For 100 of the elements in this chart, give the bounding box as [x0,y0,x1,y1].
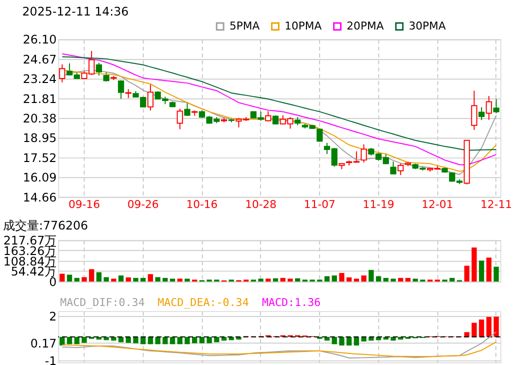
legend-label: 10PMA [284,19,322,32]
bar [398,278,404,282]
bar [390,278,396,282]
bar [266,278,271,282]
bar [126,336,131,343]
y-tick-label: 26.10 [22,32,57,47]
bar [96,272,102,282]
bar [412,278,418,282]
bar [258,278,264,282]
bar [478,260,484,282]
bar [111,278,116,282]
bar [170,278,176,282]
bar [74,278,80,282]
text: MACD_DEA:-0.34 [158,296,249,310]
x-tick-label: 09-16 [68,198,100,212]
candlestick [478,106,485,121]
bar [361,336,366,342]
x-tick-label: 10-16 [186,198,218,212]
x-tick-label: 12-11 [480,198,512,212]
legend-label: 5PMA [229,19,260,32]
bar [126,277,131,282]
bar [361,275,366,282]
candlestick [147,83,154,111]
x-tick-label: 09-26 [127,198,159,212]
chart-title: 成交量:776206 [2,218,88,232]
bar [383,278,388,282]
bar [280,278,286,282]
line-series [62,56,497,151]
bar [82,277,87,282]
candlestick [184,102,190,116]
bar [346,277,352,282]
bar [133,278,138,282]
bar [177,278,182,282]
candlestick [265,110,272,122]
candlestick [486,96,492,120]
bar [104,277,109,282]
candlestick [176,108,183,130]
bar [478,320,484,337]
x-tick-label: 12-01 [422,198,454,212]
bar [272,278,278,282]
x-tick-label: 10-28 [245,198,277,212]
y-tick-label: 20.38 [22,111,57,126]
bar [104,336,109,340]
bar [339,336,344,346]
bar [354,278,360,282]
bar [486,317,492,337]
text: MACD:1.36 [262,296,321,310]
candlestick [390,161,396,175]
bar [332,275,337,282]
candlestick [471,90,478,130]
bar [206,336,212,344]
y-tick-label: 23.24 [22,72,57,86]
y-tick-label: 0.17 [30,336,57,350]
bar [89,269,94,282]
bar [133,336,138,344]
bar [464,266,470,282]
y-tick-label: 16.09 [22,170,57,185]
bar [192,336,198,344]
bar [170,336,176,344]
x-tick-label: 11-19 [362,198,394,212]
candlestick [272,114,279,125]
candlestick [59,64,66,83]
candlestick [493,98,500,114]
bar [140,278,146,282]
line-series [62,53,497,166]
bar [184,278,190,282]
bar [376,276,382,282]
y-tick-label: 24.67 [22,52,57,66]
bar [324,276,330,282]
bar [472,248,477,282]
bar [450,278,455,282]
bar [74,336,80,344]
bar [405,278,411,282]
bar [82,336,87,343]
bar [464,332,470,337]
bar [148,274,154,282]
bar [295,278,300,282]
line-series [62,331,497,358]
legend-label: 30PMA [408,19,446,32]
bar [390,336,396,341]
bar [368,270,374,282]
bar [486,258,492,282]
y-tick-label: 14.66 [22,190,57,204]
y-tick-label: 21.81 [22,92,57,106]
x-tick-label: 11-07 [304,198,336,212]
bar [346,336,352,346]
candlestick [398,162,404,176]
candlestick [96,62,102,76]
candlestick [103,72,110,82]
y-tick-label: -1 [44,354,57,365]
bar [354,336,360,346]
text: MACD_DIF:0.34 [60,296,145,310]
bar [472,322,477,337]
bar [199,336,205,344]
bar [494,266,499,282]
bar [66,274,72,282]
y-tick-label: 17.52 [22,150,57,165]
line-series [62,341,497,358]
bar [60,274,65,282]
bar [155,277,160,282]
